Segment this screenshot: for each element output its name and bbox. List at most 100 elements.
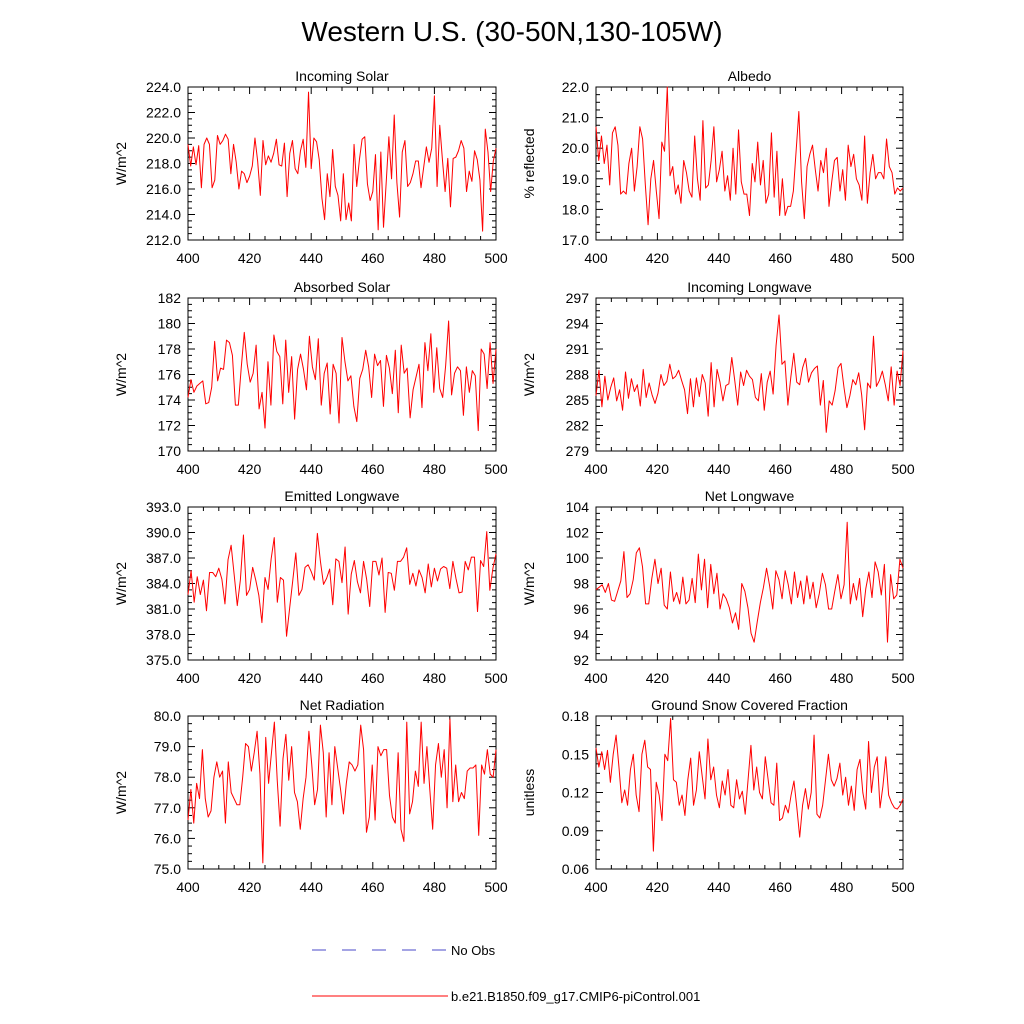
y-tick-label: 20.0 — [562, 140, 589, 156]
x-tick-label: 420 — [646, 461, 670, 477]
y-tick-label: 174 — [158, 392, 182, 408]
panel-title: Emitted Longwave — [284, 488, 399, 504]
y-tick-label: 79.0 — [154, 739, 181, 755]
x-tick-label: 480 — [423, 670, 447, 686]
panel-title: Ground Snow Covered Fraction — [651, 697, 848, 713]
x-tick-label: 420 — [646, 250, 670, 266]
x-tick-label: 400 — [176, 461, 200, 477]
y-tick-label: 282 — [566, 418, 590, 434]
x-tick-label: 500 — [891, 879, 915, 895]
y-axis-label: W/m^2 — [521, 562, 537, 605]
y-tick-label: 17.0 — [562, 232, 589, 248]
panel-absorbed-solar: Absorbed Solar W/m^2 400 420 440 460 480 500 170… — [113, 279, 508, 477]
y-tick-label: 172 — [158, 418, 182, 434]
y-tick-label: 285 — [566, 392, 590, 408]
panel-albedo: Albedo % reflected 400 420 440 460 480 500 17.0 1… — [521, 68, 915, 266]
y-tick-label: 21.0 — [562, 110, 589, 126]
y-tick-label: 180 — [158, 316, 182, 332]
x-tick-label: 500 — [484, 879, 508, 895]
y-tick-label: 216.0 — [146, 181, 181, 197]
y-axis-label: W/m^2 — [113, 562, 129, 605]
x-tick-label: 420 — [646, 879, 670, 895]
y-axis-label: W/m^2 — [521, 353, 537, 396]
y-tick-label: 291 — [566, 341, 590, 357]
x-tick-label: 480 — [830, 461, 854, 477]
panel-incoming-longwave: Incoming Longwave W/m^2 400 420 440 460 480 500… — [521, 279, 915, 477]
legend: No Obs b.e21.B1850.f09_g17.CMIP6-piContr… — [312, 943, 700, 1004]
y-tick-label: 297 — [566, 290, 590, 306]
x-tick-label: 400 — [176, 670, 200, 686]
panel-title: Incoming Solar — [295, 68, 389, 84]
y-tick-label: 214.0 — [146, 207, 181, 223]
x-tick-label: 500 — [484, 461, 508, 477]
x-tick-label: 480 — [423, 250, 447, 266]
y-tick-label: 178 — [158, 341, 182, 357]
x-tick-label: 460 — [769, 461, 793, 477]
x-tick-label: 400 — [584, 670, 608, 686]
x-tick-label: 480 — [830, 250, 854, 266]
y-tick-label: 279 — [566, 443, 590, 459]
y-tick-label: 375.0 — [146, 652, 181, 668]
y-tick-label: 94 — [573, 627, 589, 643]
x-tick-label: 440 — [707, 879, 731, 895]
y-tick-label: 294 — [566, 316, 590, 332]
x-tick-label: 440 — [300, 461, 324, 477]
y-tick-label: 102 — [566, 525, 590, 541]
legend-label-model: b.e21.B1850.f09_g17.CMIP6-piControl.001 — [451, 989, 700, 1004]
x-tick-label: 440 — [300, 670, 324, 686]
y-tick-label: 18.0 — [562, 201, 589, 217]
panel-title: Net Longwave — [705, 488, 795, 504]
series-line — [595, 314, 904, 433]
x-tick-label: 420 — [238, 250, 262, 266]
y-tick-label: 390.0 — [146, 525, 181, 541]
x-tick-label: 460 — [361, 461, 385, 477]
y-tick-label: 384.0 — [146, 576, 181, 592]
y-tick-label: 75.0 — [154, 861, 181, 877]
x-tick-label: 500 — [484, 250, 508, 266]
x-tick-label: 460 — [769, 250, 793, 266]
x-tick-label: 420 — [238, 670, 262, 686]
x-tick-label: 500 — [891, 670, 915, 686]
series-line — [187, 320, 497, 432]
panel-incoming-solar: Incoming Solar W/m^2 400 420 440 460 480 500 212… — [113, 68, 508, 266]
x-tick-label: 480 — [830, 670, 854, 686]
y-tick-label: 170 — [158, 443, 182, 459]
y-tick-label: 80.0 — [154, 708, 181, 724]
series-line — [187, 531, 497, 637]
y-tick-label: 78.0 — [154, 769, 181, 785]
panel-title: Net Radiation — [300, 697, 385, 713]
x-tick-label: 440 — [707, 250, 731, 266]
x-tick-label: 420 — [646, 670, 670, 686]
y-tick-label: 22.0 — [562, 79, 589, 95]
series-line — [595, 86, 904, 226]
series-line — [595, 521, 904, 643]
x-tick-label: 400 — [176, 879, 200, 895]
series-line — [187, 91, 497, 232]
x-tick-label: 460 — [769, 670, 793, 686]
y-tick-label: 77.0 — [154, 800, 181, 816]
y-tick-label: 224.0 — [146, 79, 181, 95]
y-tick-label: 100 — [566, 550, 590, 566]
x-tick-label: 400 — [584, 461, 608, 477]
x-tick-label: 480 — [423, 461, 447, 477]
panel-title: Incoming Longwave — [687, 279, 812, 295]
panel-net-radiation: Net Radiation W/m^2 400 420 440 460 480 500 75.0… — [113, 697, 508, 895]
y-tick-label: 222.0 — [146, 105, 181, 121]
y-tick-label: 98 — [573, 576, 589, 592]
y-axis-label: W/m^2 — [113, 353, 129, 396]
x-tick-label: 460 — [769, 879, 793, 895]
panel-ground-snow-covered-fraction: Ground Snow Covered Fraction unitless 400 4… — [521, 697, 915, 895]
y-tick-label: 92 — [573, 652, 589, 668]
series-line — [187, 718, 497, 864]
y-axis-label: unitless — [521, 769, 537, 816]
x-tick-label: 460 — [361, 250, 385, 266]
x-tick-label: 440 — [300, 250, 324, 266]
legend-label-no-obs: No Obs — [451, 943, 496, 958]
y-tick-label: 0.18 — [562, 708, 589, 724]
y-tick-label: 0.12 — [562, 785, 589, 801]
x-tick-label: 480 — [423, 879, 447, 895]
x-tick-label: 500 — [484, 670, 508, 686]
page-title: Western U.S. (30-50N,130-105W) — [301, 16, 722, 47]
